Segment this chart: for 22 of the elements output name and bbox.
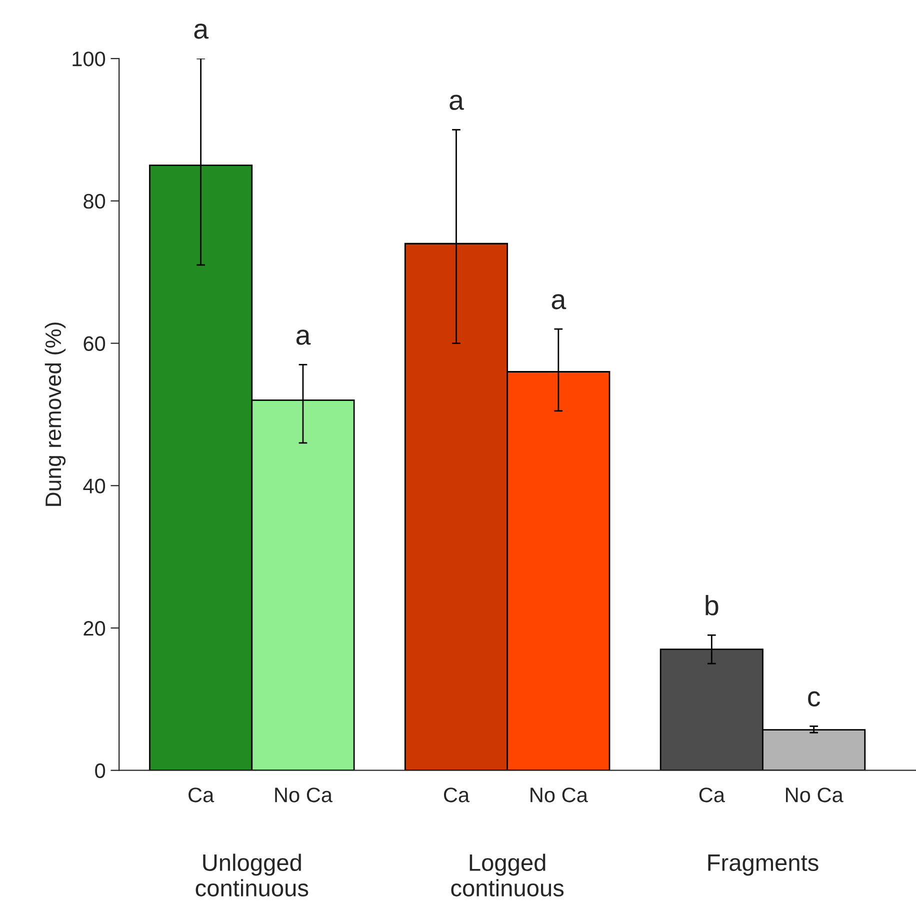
x-tick-label: Ca — [699, 788, 725, 802]
x-tick-label: No Ca — [530, 788, 588, 802]
annotation: a — [552, 294, 566, 310]
text: Unlogged continuous — [196, 854, 308, 896]
annotation: c — [808, 691, 820, 706]
text: a — [194, 24, 209, 39]
text: Fragments — [708, 854, 818, 876]
x-tick-label: Ca — [188, 788, 214, 802]
y-tick-label: 100 — [72, 52, 106, 66]
x-tick-label: No Ca — [786, 788, 844, 802]
y-tick-label: 60 — [84, 336, 106, 352]
y-tick-label: 0 — [95, 763, 106, 778]
annotation: b — [706, 594, 718, 616]
y-tick-label: 20 — [84, 621, 106, 636]
y-tick-label: 80 — [84, 194, 106, 209]
y-axis-title: Dung removed (%) — [44, 322, 66, 506]
x-tick-label: Ca — [444, 788, 470, 802]
annotation: a — [450, 94, 464, 110]
y-tick-label: 40 — [83, 478, 106, 494]
annotation: a — [296, 330, 311, 345]
text: Logged continuous — [451, 854, 564, 896]
x-tick-label: No Ca — [275, 788, 333, 802]
